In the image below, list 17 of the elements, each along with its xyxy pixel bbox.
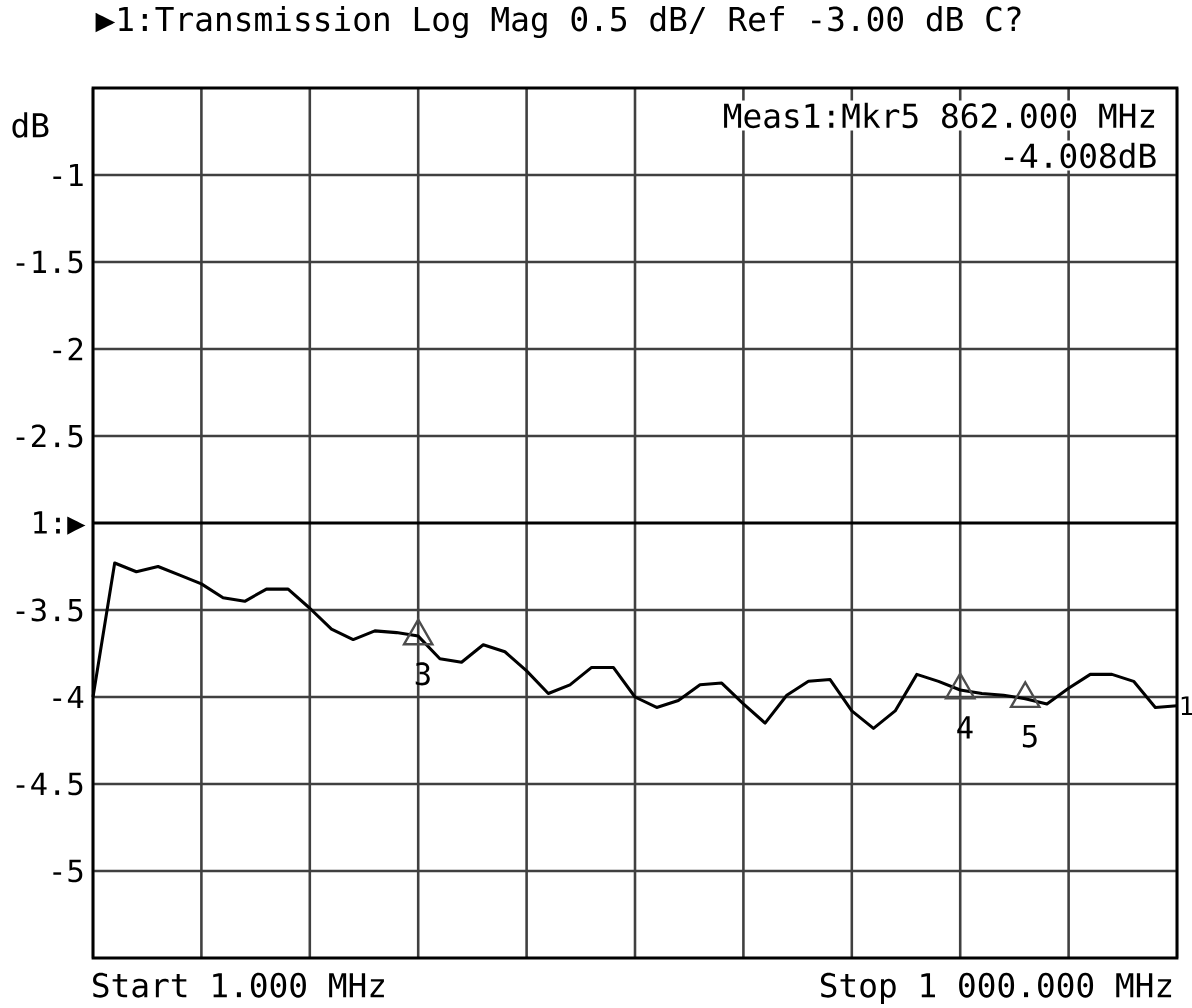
y-tick-label: -2 (53, 337, 83, 361)
y-axis-title: dB (12, 112, 49, 138)
y-tick-label: -4.5 (16, 772, 83, 796)
y-tick-label: -5 (53, 859, 83, 883)
annotation: Meas1:Mkr5 862.000 MHz (724, 102, 1155, 129)
y-tick-label: -3.5 (16, 598, 83, 622)
y-tick-label: -1 (53, 163, 83, 187)
y-tick-label: -1.5 (16, 250, 83, 274)
annotation: 5 (1022, 724, 1037, 748)
text: Stop 1 000.000 MHz (820, 972, 1172, 1004)
y-tick-label: -2.5 (16, 424, 83, 448)
annotation: -4.008dB (1004, 142, 1156, 169)
text: 1 (1181, 696, 1192, 716)
ref-line-label: 1:▶ (34, 511, 86, 535)
text: Start 1.000 MHz (93, 972, 384, 998)
chart-title: ▶1:Transmission Log Mag 0.5 dB/ Ref -3.00 dB C? (95, 6, 1021, 38)
y-tick-label: -4 (53, 685, 84, 709)
